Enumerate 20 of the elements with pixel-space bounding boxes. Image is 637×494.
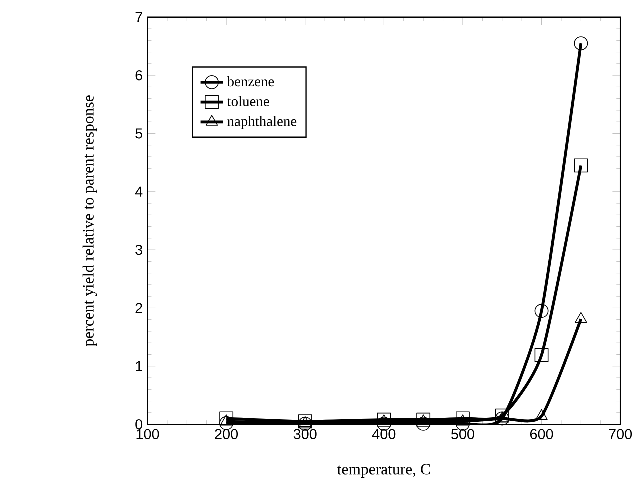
legend-label: naphthalene	[228, 116, 297, 130]
x-axis-title: temperature, C	[337, 464, 430, 478]
x-tick-label: 600	[530, 428, 554, 440]
y-tick-label: 5	[136, 128, 142, 139]
y-axis-title: percent yield relative to parent response	[82, 95, 98, 346]
x-tick-label: 200	[215, 428, 238, 440]
x-tick-label: 700	[609, 428, 632, 440]
y-tick-label: 6	[136, 70, 142, 80]
y-tick-label: 7	[136, 12, 142, 22]
y-tick-label: 4	[135, 186, 143, 197]
x-tick-label: 300	[294, 428, 317, 440]
y-tick-label: 3	[136, 244, 142, 255]
x-tick-label: 500	[451, 428, 474, 440]
y-tick-label: 0	[136, 419, 143, 430]
x-tick-label: 400	[372, 428, 396, 440]
x-tick-label: 100	[136, 428, 160, 440]
y-tick-label: 2	[136, 302, 142, 314]
legend-label: benzene	[227, 76, 274, 86]
y-tick-label: 1	[136, 361, 142, 372]
legend-label: toluene	[227, 96, 270, 106]
